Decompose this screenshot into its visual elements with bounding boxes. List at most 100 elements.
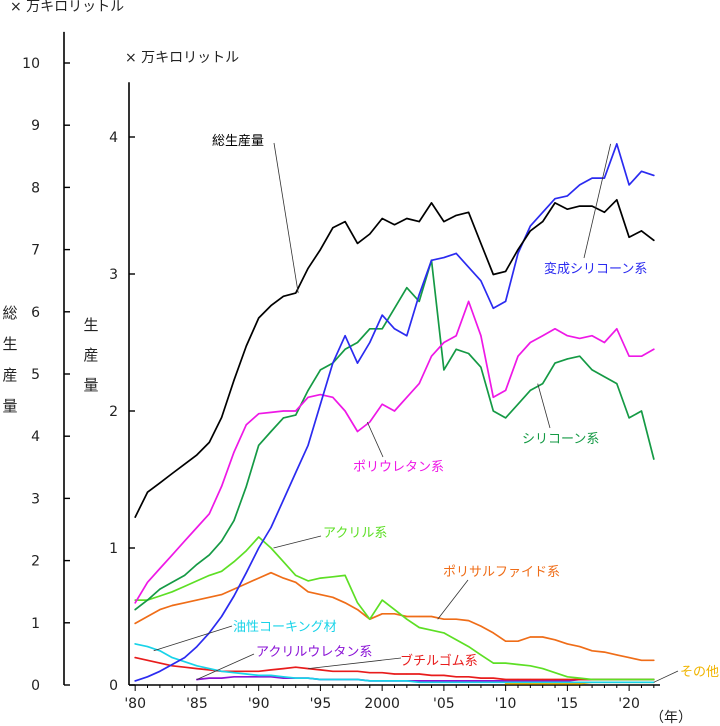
left-axis-tick-label: 6 xyxy=(31,305,40,321)
total-production-line-point xyxy=(554,202,556,204)
polyurethane-line-point xyxy=(159,567,161,570)
acrylic-line-point xyxy=(393,609,396,611)
silicone-line-point xyxy=(233,520,235,522)
left-axis-tick-label: 3 xyxy=(31,491,40,507)
polyurethane-line-point xyxy=(307,396,309,398)
acrylic-urethane-line-point xyxy=(492,680,494,682)
butyl-rubber-line-point xyxy=(406,673,408,675)
polysulfide-line-point xyxy=(628,657,630,659)
silicone-line-point xyxy=(221,540,223,542)
polysulfide-line-point xyxy=(208,596,210,598)
silicone-line-point xyxy=(566,358,569,360)
series-layer xyxy=(134,143,655,685)
modified-silicone-line-point xyxy=(221,615,223,618)
polyurethane-line-point xyxy=(480,335,482,337)
oil-caulking-line-point xyxy=(529,681,531,683)
oil-caulking-line-point xyxy=(171,657,173,659)
acrylic-line-point xyxy=(529,665,531,667)
butyl-rubber-line-point xyxy=(196,668,198,670)
acrylic-line-point xyxy=(171,591,173,593)
acrylic-label: アクリル系 xyxy=(323,526,387,541)
modified-silicone-line-point xyxy=(295,472,297,474)
acrylic-line-point xyxy=(184,585,186,588)
acrylic-urethane-line-point xyxy=(480,680,482,682)
polyurethane-label-leader xyxy=(366,421,384,458)
silicone-line-point xyxy=(196,563,198,566)
total-production-line-group xyxy=(134,198,655,518)
modified-silicone-line-point xyxy=(258,547,260,549)
silicone-line-point xyxy=(159,588,161,590)
modified-silicone-line-point xyxy=(159,670,161,672)
acrylic-line-point xyxy=(245,550,247,552)
polysulfide-line-point xyxy=(356,609,359,611)
oil-caulking-line-point xyxy=(480,681,482,683)
polyurethane-line-point xyxy=(369,421,371,423)
left-axis-title-char: 量 xyxy=(2,397,17,415)
total-production-line-point xyxy=(270,305,272,307)
polyurethane-line-point xyxy=(443,341,445,344)
polyurethane-line-point xyxy=(295,410,297,412)
polyurethane-line-point xyxy=(245,424,247,426)
silicone-line-point xyxy=(653,458,655,460)
oil-caulking-line-point xyxy=(418,681,420,683)
butyl-rubber-line-point xyxy=(295,666,297,668)
butyl-rubber-line-point xyxy=(554,678,556,681)
polyurethane-line-point xyxy=(616,328,618,330)
oil-caulking-line-point xyxy=(270,674,272,677)
acrylic-line-point xyxy=(628,678,630,681)
acrylic-line-point xyxy=(430,629,433,631)
total-production-label-leader xyxy=(273,142,299,294)
polysulfide-line-point xyxy=(159,609,161,611)
oil-caulking-line-point xyxy=(628,681,630,683)
polyurethane-line-point xyxy=(393,410,396,412)
acrylic-line-point xyxy=(270,547,272,549)
right-axis-tick-label: 1 xyxy=(109,541,118,557)
modified-silicone-line-point xyxy=(529,225,531,227)
acrylic-urethane-line-point xyxy=(418,680,420,682)
butyl-rubber-line-point xyxy=(332,670,334,672)
polyurethane-line-point xyxy=(146,581,149,583)
acrylic-line-point xyxy=(591,678,593,681)
acrylic-line-point xyxy=(332,576,334,578)
acrylic-line-point xyxy=(381,599,383,601)
silicone-line-point xyxy=(640,410,643,412)
silicone-line-point xyxy=(184,574,186,577)
acrylic-line-point xyxy=(369,618,371,620)
left-unit-label: × 万キロリットル xyxy=(10,0,124,15)
oil-caulking-line-point xyxy=(381,680,383,682)
total-production-line-point xyxy=(258,317,260,319)
oil-caulking-line-point xyxy=(319,678,321,681)
polysulfide-label: ポリサルファイド系 xyxy=(443,565,560,580)
acrylic-line-point xyxy=(319,577,321,579)
x-axis-tick-label: '05 xyxy=(433,696,455,712)
butyl-rubber-line-point xyxy=(492,677,494,679)
other-line-point xyxy=(517,683,519,685)
silicone-line-point xyxy=(208,554,210,556)
silicone-line-point xyxy=(356,341,359,344)
silicone-label: シリコーン系 xyxy=(522,432,599,447)
axes: 0 1 2 3 4 5 6 7 8 9 10 0 1 2 3 4 '80 '85 '90 '95 2000 '05 '10 '… xyxy=(2,31,660,712)
x-axis-tick-label: '95 xyxy=(310,696,332,712)
oil-caulking-line-point xyxy=(591,681,593,683)
polyurethane-line-point xyxy=(492,396,494,398)
oil-caulking-line-point xyxy=(492,681,494,683)
oil-caulking-line-point xyxy=(517,681,519,683)
total-production-line-point xyxy=(640,230,643,232)
polysulfide-line-point xyxy=(134,622,136,625)
acrylic-line-point xyxy=(406,618,408,620)
acrylic-line-point xyxy=(579,677,581,679)
modified-silicone-line-point xyxy=(184,657,186,659)
right-axis-tick-label: 0 xyxy=(109,678,118,694)
total-production-line-point xyxy=(628,236,630,238)
silicone-line-point xyxy=(480,366,482,368)
acrylic-urethane-line-point xyxy=(208,677,210,679)
butyl-rubber-label-leader xyxy=(308,657,402,669)
left-axis-title-char: 総 xyxy=(2,304,17,322)
polysulfide-line-point xyxy=(653,659,655,661)
left-axis-tick-label: 9 xyxy=(31,118,40,134)
left-axis-tick-label: 1 xyxy=(31,616,40,632)
acrylic-line xyxy=(134,536,655,681)
butyl-rubber-line-point xyxy=(134,657,136,659)
total-production-line-point xyxy=(159,482,161,484)
